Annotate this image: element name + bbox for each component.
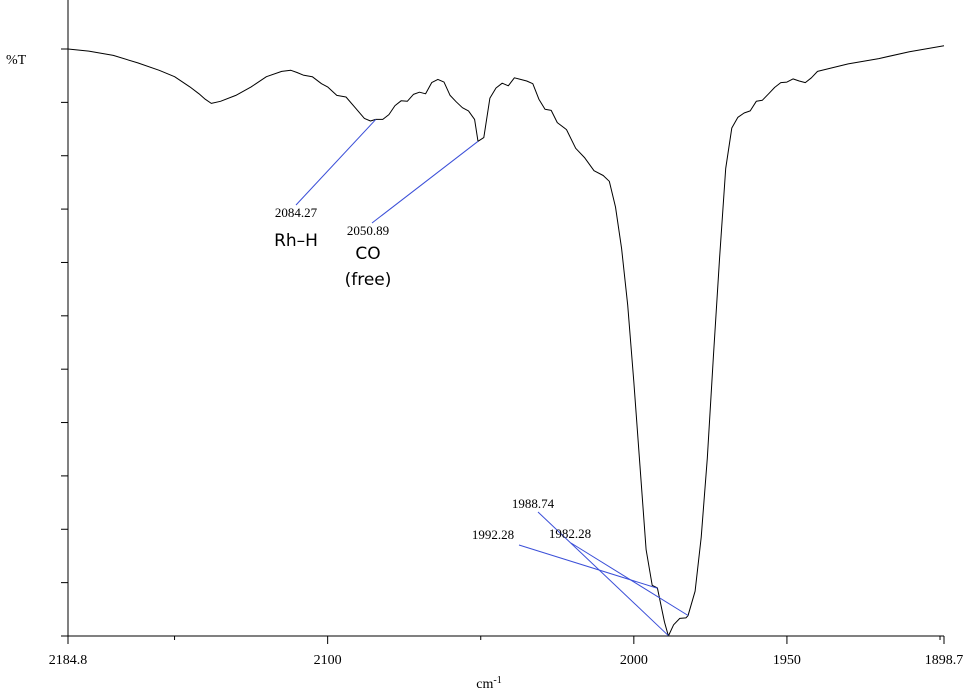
peak-label-0: 2084.27 [275,205,318,220]
x-tick-label-1: 2100 [314,653,342,668]
peak-marker-3 [537,511,669,636]
x-tick-label-2: 2000 [620,653,648,668]
peak-label-4: 1982.28 [549,526,591,541]
x-tick-label-0: 2184.8 [49,653,88,668]
peak-label-2: 1992.28 [472,527,514,542]
x-ticks [67,636,945,644]
peak-marker-4 [570,542,689,616]
x-axis-label: cm-1 [476,675,501,693]
x-tick-labels: 2184.8 2100 2000 1950 1898.7 [49,653,964,668]
peak-label-1: 2050.89 [347,223,389,238]
x-axis-label-unit: cm [476,677,493,692]
series-line-0 [67,45,945,637]
y-axis-label: %T [6,53,27,68]
peak-annotation-0: Rh–H [274,231,318,251]
peak-annotation2-1: (free) [345,270,392,290]
x-axis-label-superscript: -1 [493,675,501,686]
peak-annotation-1: CO [355,244,380,264]
x-tick-label-3: 1950 [773,653,801,668]
y-ticks [61,48,68,637]
peak-marker-2 [518,544,658,589]
peak-markers [295,119,689,636]
chart-axes [67,0,944,637]
series-group [67,45,945,637]
peak-marker-1 [371,140,479,224]
peak-marker-0 [295,119,377,206]
peak-labels: 2084.27 Rh–H 2050.89 CO (free) 1992.28 1988.74… [274,205,591,542]
peak-label-3: 1988.74 [512,496,555,511]
x-tick-label-4: 1898.7 [925,653,964,668]
